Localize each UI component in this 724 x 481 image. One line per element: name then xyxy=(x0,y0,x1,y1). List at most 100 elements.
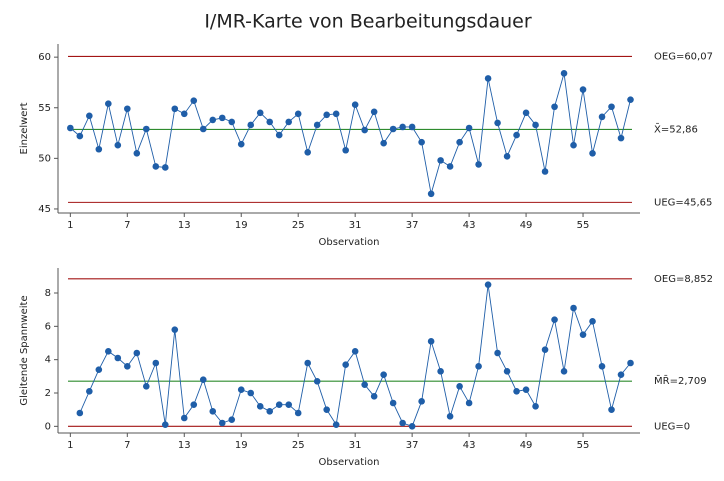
data-point xyxy=(228,118,236,126)
data-point xyxy=(218,419,226,427)
data-point xyxy=(437,157,444,164)
x-axis-label: Observation xyxy=(319,457,380,468)
control-limit-label: M̄R̄=2,709 xyxy=(654,374,707,387)
data-point xyxy=(370,393,378,400)
data-point xyxy=(199,125,207,133)
data-point xyxy=(522,386,530,393)
data-point xyxy=(275,401,283,408)
y-tick-label: 55 xyxy=(38,103,51,114)
y-tick-label: 45 xyxy=(38,204,51,215)
data-point xyxy=(86,112,93,120)
data-point xyxy=(105,348,112,355)
data-point xyxy=(627,359,634,367)
data-point xyxy=(342,361,349,368)
x-tick-label: 7 xyxy=(124,440,130,451)
y-tick-label: 4 xyxy=(45,355,51,366)
data-point xyxy=(171,326,179,333)
data-point xyxy=(551,316,558,323)
data-point xyxy=(133,149,141,157)
data-point xyxy=(294,409,302,417)
data-point xyxy=(418,398,425,405)
y-tick-label: 50 xyxy=(38,153,51,164)
data-point xyxy=(532,403,539,410)
data-point xyxy=(266,118,274,126)
data-point xyxy=(285,118,293,126)
data-point xyxy=(275,131,283,139)
data-point xyxy=(199,376,207,383)
data-point xyxy=(332,421,340,428)
data-point xyxy=(503,368,511,375)
data-point xyxy=(190,401,198,408)
data-point xyxy=(456,383,463,390)
data-point xyxy=(86,388,93,395)
control-limit-label: X̄=52,86 xyxy=(654,123,698,136)
data-point xyxy=(209,116,217,124)
data-point xyxy=(560,70,568,77)
data-point xyxy=(105,100,112,108)
data-point xyxy=(95,366,103,373)
x-tick-label: 37 xyxy=(406,440,419,451)
data-point xyxy=(152,163,160,170)
data-point xyxy=(332,110,340,118)
y-tick-label: 6 xyxy=(45,321,51,332)
data-point xyxy=(427,190,435,198)
y-tick-label: 2 xyxy=(45,388,51,399)
data-point xyxy=(124,363,131,370)
data-point xyxy=(313,121,321,129)
data-point xyxy=(247,389,255,397)
x-tick-label: 7 xyxy=(124,220,130,231)
y-axis-label: Gleitende Spannweite xyxy=(19,295,30,405)
x-tick-label: 49 xyxy=(520,440,533,451)
y-tick-label: 60 xyxy=(38,52,51,63)
data-point xyxy=(285,401,293,408)
data-point xyxy=(437,368,444,375)
data-point xyxy=(389,399,397,407)
data-point xyxy=(256,403,264,410)
data-point xyxy=(114,354,122,362)
data-point xyxy=(313,378,321,385)
control-limit-label: UEG=0 xyxy=(654,421,690,432)
data-point xyxy=(513,131,520,139)
data-point xyxy=(124,105,131,113)
data-point xyxy=(228,416,236,423)
x-tick-label: 25 xyxy=(292,440,305,451)
data-point xyxy=(427,338,435,345)
data-point xyxy=(560,368,568,375)
x-tick-label: 55 xyxy=(577,440,590,451)
data-point xyxy=(484,75,492,82)
x-tick-label: 25 xyxy=(292,220,305,231)
data-point xyxy=(152,359,160,367)
x-tick-label: 1 xyxy=(67,440,73,451)
data-point xyxy=(541,346,549,353)
data-point xyxy=(361,126,368,134)
data-point xyxy=(190,97,198,104)
data-point xyxy=(237,386,245,393)
data-point xyxy=(522,109,530,117)
data-point xyxy=(256,109,264,117)
data-point xyxy=(418,138,425,146)
data-point xyxy=(456,138,463,146)
data-point xyxy=(304,148,311,156)
data-point xyxy=(532,121,539,129)
data-point xyxy=(76,132,84,140)
x-tick-label: 37 xyxy=(406,220,419,231)
data-point xyxy=(171,105,179,113)
data-point xyxy=(627,96,634,103)
data-point xyxy=(95,145,103,153)
data-point xyxy=(579,86,587,93)
data-point xyxy=(380,139,387,147)
data-point xyxy=(209,408,217,415)
data-point xyxy=(380,371,387,378)
data-point xyxy=(579,331,587,338)
control-limit-label: OEG=60,07 xyxy=(654,51,713,62)
data-point xyxy=(408,123,416,131)
data-point xyxy=(465,399,473,407)
data-point xyxy=(142,125,150,133)
control-limit-label: UEG=45,65 xyxy=(654,197,712,208)
data-point xyxy=(465,124,473,132)
data-point xyxy=(142,383,150,390)
data-point xyxy=(389,125,397,133)
data-point xyxy=(180,414,188,422)
